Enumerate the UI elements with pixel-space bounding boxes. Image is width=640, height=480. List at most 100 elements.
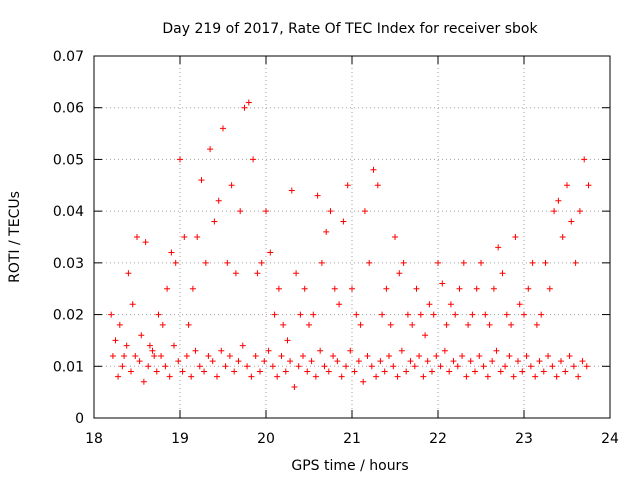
data-point: [295, 363, 302, 370]
data-point: [265, 347, 272, 354]
data-point: [385, 352, 392, 359]
y-tick-label: 0.05: [53, 152, 84, 168]
y-tick-label: 0.04: [53, 204, 84, 220]
data-point: [293, 270, 300, 277]
data-point: [159, 321, 166, 328]
x-tick-label: 21: [343, 431, 361, 447]
data-point: [400, 259, 407, 266]
data-point: [416, 352, 423, 359]
data-point: [306, 321, 312, 328]
data-point: [278, 352, 285, 359]
data-point: [533, 321, 540, 328]
data-point: [256, 368, 263, 375]
data-point: [411, 363, 418, 370]
data-point: [331, 285, 338, 292]
data-point: [109, 352, 116, 359]
data-points: [108, 99, 592, 390]
data-point: [284, 337, 291, 344]
data-point: [476, 352, 483, 359]
data-point: [497, 368, 504, 375]
data-point: [220, 125, 226, 132]
data-point: [297, 311, 304, 318]
data-point: [407, 358, 414, 365]
data-point: [213, 373, 220, 380]
x-tick-label: 23: [515, 431, 533, 447]
data-point: [459, 352, 466, 359]
data-point: [553, 373, 560, 380]
y-tick-label: 0: [75, 411, 84, 427]
data-point: [396, 270, 403, 277]
data-point: [241, 104, 248, 111]
data-point: [254, 270, 261, 277]
data-point: [373, 373, 380, 380]
data-point: [353, 311, 360, 318]
data-point: [452, 311, 459, 318]
data-point: [250, 156, 257, 163]
data-point: [572, 259, 579, 266]
data-point: [211, 218, 218, 225]
data-point: [155, 311, 162, 318]
data-point: [136, 358, 143, 365]
data-point: [261, 358, 268, 365]
data-point: [153, 368, 160, 375]
data-point: [244, 363, 251, 370]
data-point: [145, 363, 152, 370]
data-point: [387, 321, 394, 328]
data-point: [202, 259, 209, 266]
data-point: [420, 373, 427, 380]
data-point: [480, 363, 487, 370]
data-point: [523, 352, 530, 359]
data-point: [446, 368, 453, 375]
x-tick-labels: 18 19 20 21 22 23 24: [85, 431, 619, 447]
data-point: [413, 285, 420, 292]
grid-lines: [94, 56, 610, 418]
y-tick-label: 0.03: [53, 256, 84, 272]
data-point: [218, 347, 225, 354]
data-point: [467, 358, 474, 365]
data-point: [288, 187, 295, 194]
data-point: [545, 352, 552, 359]
data-point: [235, 358, 242, 365]
data-point: [142, 239, 149, 246]
data-point: [368, 363, 375, 370]
data-point: [360, 378, 367, 385]
data-point: [566, 352, 573, 359]
y-tick-labels: 0 0.01 0.02 0.03 0.04 0.05 0.06 0.07: [53, 49, 84, 427]
data-point: [158, 352, 165, 359]
data-point: [140, 378, 147, 385]
data-point: [364, 352, 371, 359]
data-point: [579, 358, 586, 365]
x-tick-label: 20: [257, 431, 275, 447]
data-point: [437, 363, 444, 370]
data-point: [129, 301, 136, 308]
data-point: [252, 352, 259, 359]
data-point: [188, 373, 195, 380]
data-point: [456, 285, 463, 292]
data-point: [478, 259, 484, 266]
data-point: [177, 156, 183, 163]
data-point: [536, 358, 543, 365]
data-point: [409, 321, 416, 328]
data-point: [334, 358, 341, 365]
data-point: [435, 259, 441, 266]
data-point: [366, 259, 373, 266]
data-point: [162, 363, 169, 370]
data-point: [172, 259, 179, 266]
data-point: [489, 358, 496, 365]
data-point: [317, 347, 324, 354]
data-point: [299, 352, 306, 359]
data-point: [198, 177, 205, 184]
data-point: [493, 347, 500, 354]
x-axis-label: GPS time / hours: [291, 458, 408, 474]
data-point: [361, 208, 368, 215]
data-point: [390, 363, 397, 370]
y-tick-label: 0.01: [53, 359, 84, 375]
data-point: [189, 285, 196, 292]
data-point: [226, 352, 233, 359]
data-point: [540, 368, 547, 375]
data-point: [196, 363, 203, 370]
data-point: [471, 368, 478, 375]
data-point: [308, 358, 315, 365]
data-point: [239, 342, 246, 349]
